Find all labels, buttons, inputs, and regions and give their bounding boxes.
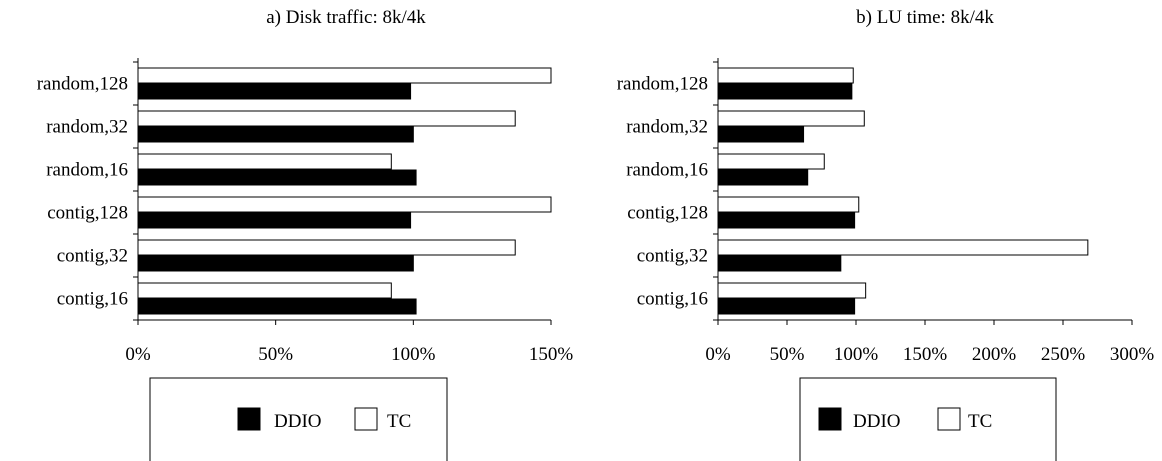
category-label: random,32 [626,117,708,138]
x-tick-label: 50% [258,344,293,365]
bar-tc-contig-32 [137,239,516,256]
category-label: random,32 [46,117,128,138]
x-tick-label: 0% [705,344,731,365]
bar-tc-contig-128 [137,196,552,213]
bar-ddio-random-16 [717,169,809,186]
category-label: contig,128 [627,203,708,224]
bar-ddio-contig-32 [137,255,414,272]
bar-ddio-contig-128 [137,212,412,229]
x-tick-label: 100% [391,344,436,365]
category-label: random,128 [37,74,128,95]
chart-a: a) Disk traffic: 8k/4k contig,16 contig,32… [37,7,574,461]
bar-ddio-contig-128 [717,212,856,229]
category-label: random,16 [46,160,128,181]
legend-swatch-tc [354,407,378,431]
chart-title: b) LU time: 8k/4k [856,7,994,28]
legend-swatch-ddio [818,407,842,431]
bar-tc-contig-16 [137,282,392,299]
chart-title: a) Disk traffic: 8k/4k [266,7,426,28]
x-tick-label: 100% [834,344,879,365]
legend-label-ddio: DDIO [853,411,901,432]
bar-ddio-contig-16 [717,298,856,315]
bar-ddio-random-16 [137,169,417,186]
x-tick-label: 0% [125,344,151,365]
bar-tc-contig-16 [717,282,867,299]
bar-tc-random-16 [137,153,392,170]
legend: DDIO TC [799,377,1057,461]
legend-box [799,377,1057,461]
legend-label-tc: TC [968,411,992,432]
category-label: random,16 [626,160,708,181]
category-label: contig,128 [47,203,128,224]
bar-tc-random-128 [137,67,552,84]
bar-tc-contig-128 [717,196,860,213]
x-tick-label: 50% [770,344,805,365]
bar-tc-random-32 [137,110,516,127]
bar-tc-random-16 [717,153,825,170]
legend-label-ddio: DDIO [274,411,322,432]
bar-ddio-contig-32 [717,255,842,272]
bar-tc-random-32 [717,110,865,127]
bar-ddio-random-128 [137,83,412,100]
category-label: contig,16 [637,289,708,310]
bar-tc-contig-32 [717,239,1089,256]
category-label: contig,16 [57,289,128,310]
category-label: contig,32 [57,246,128,267]
x-tick-label: 300% [1110,344,1155,365]
x-tick-label: 150% [529,344,574,365]
legend-label-tc: TC [387,411,411,432]
bar-ddio-random-32 [137,126,414,143]
bar-tc-random-128 [717,67,854,84]
category-label: random,128 [617,74,708,95]
category-label: contig,32 [637,246,708,267]
bar-ddio-contig-16 [137,298,417,315]
bar-ddio-random-32 [717,126,805,143]
x-tick-label: 150% [903,344,948,365]
legend-swatch-ddio [237,407,261,431]
chart-b: b) LU time: 8k/4k contig,16 contig,32 conti… [617,7,1155,461]
legend: DDIO TC [149,377,448,461]
legend-box [149,377,448,461]
bar-ddio-random-128 [717,83,853,100]
legend-swatch-tc [937,407,961,431]
x-tick-label: 250% [1041,344,1086,365]
x-tick-label: 200% [972,344,1017,365]
